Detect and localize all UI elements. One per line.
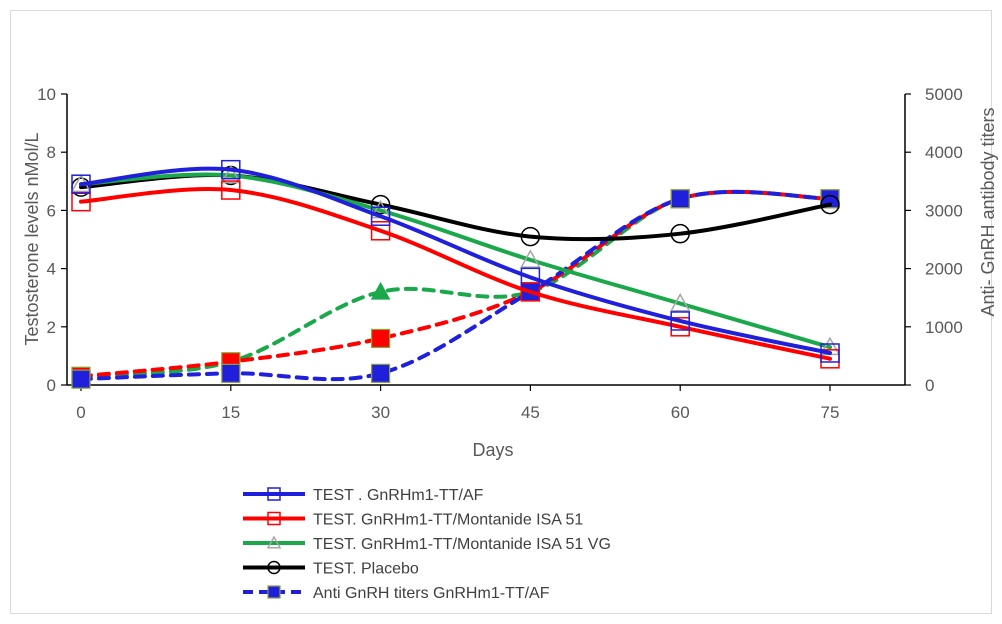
y-right-tick-label: 0: [925, 376, 934, 395]
y-left-tick-label: 8: [47, 143, 56, 162]
series-2-point: [220, 164, 242, 184]
legend: TEST . GnRHm1-TT/AF TEST. GnRHm1-TT/Monta…: [243, 487, 611, 602]
series-0-point: [370, 206, 391, 226]
series-2-point: [669, 292, 691, 312]
series-1-point: [370, 221, 391, 241]
y-left-tick-label: 10: [37, 85, 56, 104]
series-line-6: [79, 189, 832, 379]
series-3-point: [670, 223, 690, 244]
series-0-point: [221, 159, 241, 180]
y-left-tick-label: 6: [47, 201, 56, 220]
series-line-4: [79, 189, 832, 382]
y-left-tick-label: 4: [47, 260, 56, 279]
series-4-point: [670, 189, 690, 209]
series-6-point: [370, 281, 391, 300]
x-tick-label: 60: [671, 403, 690, 422]
legend-marker-3: [267, 560, 281, 575]
legend-label-4: Anti GnRH titers GnRHm1-TT/AF: [313, 585, 550, 602]
y-right-tick-label: 3000: [925, 201, 963, 220]
legend-marker-4: [267, 585, 281, 599]
legend-marker-1: [267, 511, 281, 526]
legend-marker-0: [267, 487, 281, 501]
x-tick-label: 0: [76, 403, 85, 422]
x-tick-label: 45: [521, 403, 540, 422]
x-tick-label: 30: [371, 403, 390, 422]
series-0-point: [820, 343, 840, 363]
series-0-point: [71, 174, 91, 194]
series-line-5: [79, 189, 832, 379]
series-4-point: [371, 363, 391, 383]
series-line-3: [79, 173, 832, 242]
series-2-point: [520, 249, 541, 268]
series-4-point: [221, 363, 241, 383]
series-group-4: [71, 189, 840, 389]
series-line-2: [79, 172, 832, 350]
series-0-point: [520, 267, 541, 288]
series-3-point: [370, 194, 391, 215]
legend-label-3: TEST. Placebo: [313, 561, 419, 578]
legend-label-2: TEST. GnRHm1-TT/Montanide ISA 51 VG: [313, 536, 611, 553]
series-layer: [70, 159, 841, 389]
series-0-point: [670, 311, 690, 331]
y-axis-left-title: Testosterone levels nMol/L: [22, 132, 42, 345]
series-line-0: [79, 166, 832, 355]
series-4-point: [71, 369, 91, 389]
y-left-tick-label: 0: [47, 376, 56, 395]
series-5-point: [371, 328, 391, 349]
y-axis-right-title: Anti- GnRH antibody titers: [978, 107, 998, 316]
y-right-tick-label: 4000: [925, 143, 963, 162]
y-right-tick-label: 1000: [925, 318, 963, 337]
series-group-5: [71, 189, 840, 386]
legend-marker-2: [266, 535, 282, 549]
y-right-tick-label: 5000: [925, 85, 963, 104]
y-right-tick-label: 2000: [925, 260, 963, 279]
series-3-point: [520, 226, 541, 247]
x-tick-label: 15: [221, 403, 240, 422]
y-left-tick-label: 2: [47, 318, 56, 337]
legend-label-1: TEST. GnRHm1-TT/Montanide ISA 51: [313, 512, 583, 529]
legend-label-0: TEST . GnRHm1-TT/AF: [313, 487, 484, 504]
series-group-6: [71, 188, 840, 384]
series-line-1: [79, 187, 832, 361]
series-1-point: [520, 282, 541, 302]
axes: 0 2 4 6 8 10 0 1000 2000 3000 4000 5000 0 15 30 45 60 75: [37, 85, 963, 422]
x-axis-title: Days: [472, 440, 513, 460]
series-1-point: [221, 180, 241, 200]
series-group-0: [71, 159, 840, 363]
x-tick-label: 75: [821, 403, 840, 422]
series-3-point: [820, 194, 840, 215]
series-4-point: [820, 189, 840, 209]
